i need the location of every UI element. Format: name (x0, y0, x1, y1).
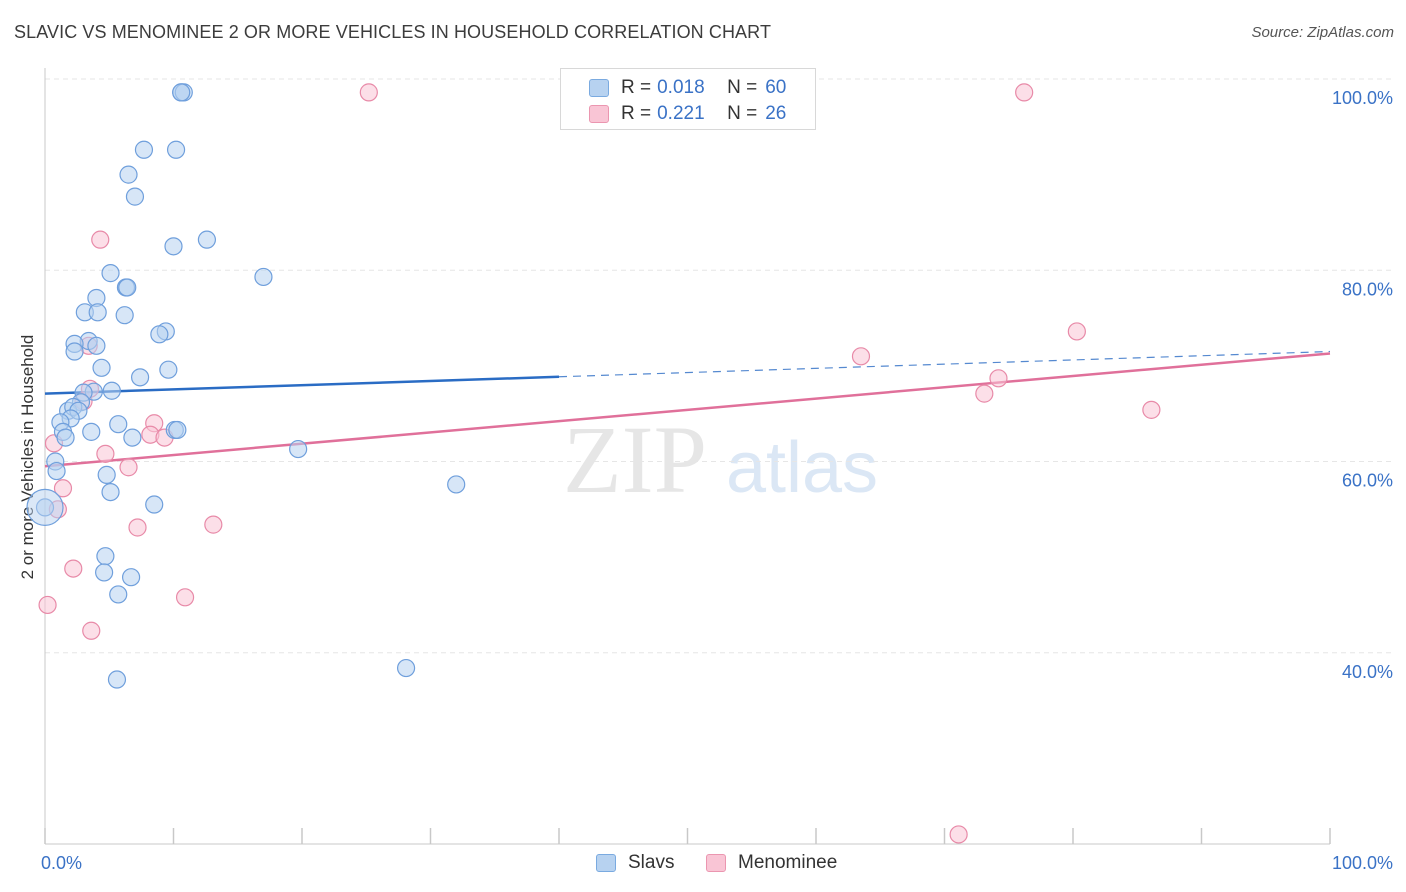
menominee-legend-label: Menominee (738, 852, 838, 873)
slavs-point (125, 187, 145, 206)
slavs-point (47, 461, 66, 481)
watermark: ZIP atlas (563, 406, 878, 513)
slavs-large-point (26, 488, 64, 526)
slavs-point (289, 439, 308, 459)
slavs-trend-line (44, 375, 560, 395)
slavs-point (101, 483, 120, 502)
source-label: Source: ZipAtlas.com (1251, 24, 1394, 41)
slavs-point (82, 422, 101, 441)
menominee-swatch (589, 105, 609, 123)
menominee-point (1067, 322, 1086, 341)
slavs-point (119, 165, 138, 184)
r-value-menominee: 0.221 (657, 103, 705, 124)
slavs-point (115, 306, 134, 325)
legend-row-menominee: R = 0.221 N = 26 (589, 101, 786, 127)
slavs-point (159, 360, 178, 379)
n-label: N = (727, 77, 758, 98)
slavs-legend-swatch (596, 854, 616, 872)
n-value-menominee: 26 (765, 103, 787, 124)
y-tick-label: 60.0% (1342, 471, 1393, 491)
r-label: R = (621, 103, 652, 124)
slavs-point (168, 420, 187, 440)
slavs-point (56, 428, 75, 447)
slavs-point (97, 465, 116, 484)
slavs-point (172, 83, 191, 102)
menominee-point (359, 83, 378, 102)
slavs-point (145, 495, 164, 514)
n-value-slavs: 60 (765, 77, 787, 98)
tick-label-layer: 100.0% 80.0% 60.0% 40.0% 0.0% 100.0% (41, 88, 1393, 873)
slavs-legend-label: Slavs (628, 852, 675, 873)
menominee-point (64, 559, 83, 578)
menominee-point (119, 458, 138, 477)
menominee-point (175, 588, 195, 607)
slavs-point (164, 237, 183, 256)
slavs-point (88, 303, 107, 322)
menominee-point (851, 347, 871, 366)
n-label: N = (727, 103, 758, 124)
slavs-point (118, 278, 137, 297)
menominee-point (96, 444, 115, 463)
slavs-point (123, 428, 142, 447)
slavs-point (109, 415, 128, 434)
watermark-atlas: atlas (726, 428, 878, 508)
point-layer (26, 83, 1161, 844)
slavs-point (65, 342, 84, 361)
menominee-point (91, 230, 110, 249)
slavs-point (95, 563, 114, 582)
slavs-swatch (589, 79, 609, 97)
menominee-point (38, 595, 57, 615)
slavs-point (130, 368, 150, 387)
menominee-point (53, 479, 73, 498)
menominee-legend-swatch (706, 854, 726, 872)
y-tick-label: 80.0% (1342, 279, 1393, 299)
slavs-point (121, 568, 141, 587)
r-label: R = (621, 77, 652, 98)
slavs-trend-line-extension (558, 350, 1331, 378)
y-tick-label: 100.0% (1332, 88, 1393, 108)
slavs-point (396, 658, 416, 678)
y-tick-label: 40.0% (1342, 662, 1393, 682)
menominee-point (949, 825, 968, 844)
menominee-point (989, 369, 1008, 388)
menominee-point (975, 384, 994, 403)
menominee-point (128, 518, 147, 537)
menominee-point (1142, 400, 1161, 419)
r-value-slavs: 0.018 (657, 77, 705, 98)
menominee-point (204, 515, 223, 534)
slavs-point (166, 140, 186, 159)
slavs-point (101, 264, 120, 283)
legend-item-slavs[interactable]: Slavs (596, 852, 674, 874)
correlation-legend: R = 0.018 N = 60 R = 0.221 N = 26 (560, 68, 816, 130)
slavs-point (102, 381, 121, 400)
chart-title: SLAVIC VS MENOMINEE 2 OR MORE VEHICLES I… (14, 22, 772, 42)
slavs-point (254, 267, 273, 287)
legend-row-slavs: R = 0.018 N = 60 (589, 75, 786, 101)
x-tick-label: 100.0% (1332, 853, 1393, 873)
slavs-point (134, 140, 154, 159)
menominee-point (1015, 83, 1034, 102)
slavs-point (197, 230, 217, 249)
slavs-point (107, 670, 127, 689)
slavs-point (150, 325, 169, 344)
slavs-point (92, 358, 111, 377)
menominee-trend-line (44, 352, 1331, 468)
series-legend: Slavs Menominee (0, 852, 1406, 878)
slavs-point (87, 336, 106, 355)
menominee-point (82, 621, 101, 640)
axis-layer (44, 68, 1331, 845)
x-tick-label: 0.0% (41, 853, 82, 873)
trend-layer (44, 350, 1331, 468)
watermark-zip: ZIP (563, 406, 707, 513)
legend-item-menominee[interactable]: Menominee (706, 852, 837, 874)
slavs-point (96, 547, 115, 566)
slavs-point (447, 475, 466, 494)
slavs-point (109, 585, 128, 604)
